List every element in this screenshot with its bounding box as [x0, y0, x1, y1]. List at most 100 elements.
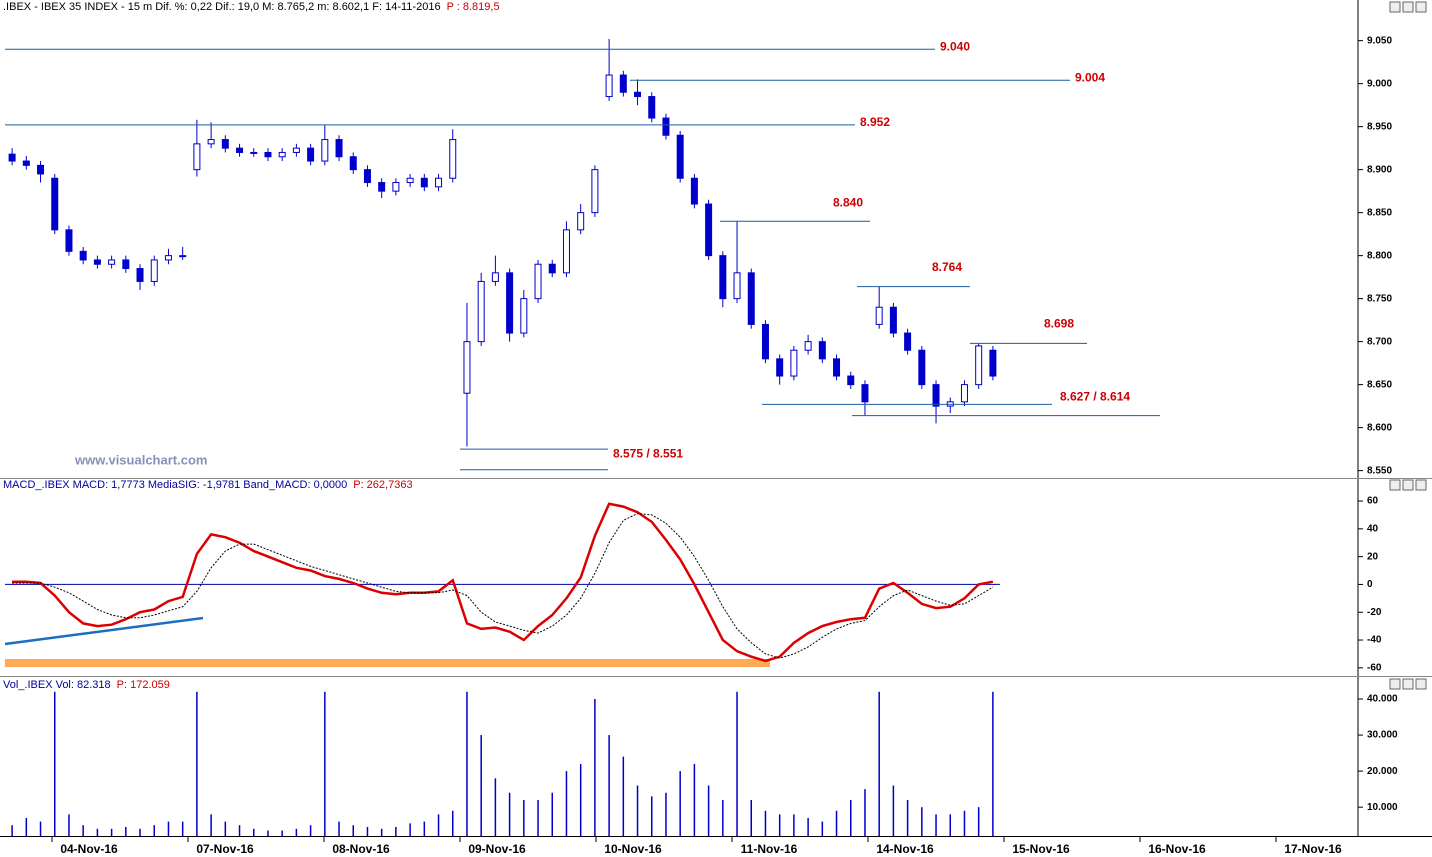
candle-body [193, 143, 201, 171]
candle-body [705, 203, 713, 257]
candle-body [875, 306, 883, 325]
candle-body [591, 169, 599, 214]
x-tick-label: 04-Nov-16 [60, 842, 118, 856]
volume-bar [878, 691, 880, 836]
volume-bar [295, 828, 298, 836]
volume-bar [238, 825, 241, 836]
y-tick-label: -60 [1367, 662, 1382, 673]
candle-body [833, 358, 841, 377]
trend-line [4, 616, 204, 646]
button[interactable] [1389, 479, 1401, 491]
volume-bar [11, 825, 13, 836]
volume-bar [679, 771, 681, 836]
volume-bar [466, 691, 468, 836]
candle-body [8, 153, 16, 162]
y-tick-label: 8.800 [1367, 250, 1392, 261]
candle-body [307, 147, 315, 162]
candle-body [904, 332, 912, 351]
level-label: 9.040 [940, 39, 970, 53]
candle-body [619, 74, 627, 93]
x-tick-label: 11-Nov-16 [741, 842, 798, 856]
x-tick-label: 17-Nov-16 [1284, 842, 1342, 856]
button[interactable] [1402, 479, 1414, 491]
price-title-extra: P : 8.819,5 [447, 1, 500, 13]
volume-bar [125, 826, 127, 836]
volume-bar [594, 699, 596, 836]
y-tick-label: 8.900 [1367, 164, 1392, 175]
y-tick-label: 20.000 [1367, 766, 1398, 777]
candle-body [349, 156, 357, 171]
level-label: 8.952 [860, 115, 890, 129]
volume-bar [835, 810, 838, 836]
window-buttons [1389, 1, 1427, 690]
volume-bar [906, 799, 909, 836]
volume-bar [977, 807, 980, 836]
candle-body [847, 375, 855, 386]
volume-bar [423, 821, 426, 836]
candle-body [122, 259, 130, 270]
candle-body [662, 117, 670, 136]
button[interactable] [1389, 1, 1401, 13]
volume-bar [54, 691, 56, 836]
button[interactable] [1415, 1, 1427, 13]
candle-body [548, 263, 556, 274]
x-tick-label: 10-Nov-16 [604, 842, 662, 856]
volume-bar [153, 825, 155, 836]
candle-body [321, 139, 329, 162]
x-tick-label: 16-Nov-16 [1148, 842, 1206, 856]
macd-title-extra: P: 262,7363 [353, 479, 412, 491]
candle-body [747, 272, 755, 325]
candle-body [65, 229, 73, 252]
candle-body [164, 255, 172, 261]
x-tick-label: 08-Nov-16 [332, 842, 390, 856]
y-tick-label: 40 [1367, 523, 1379, 534]
candle-body [889, 306, 897, 334]
volume-bar [949, 814, 951, 836]
y-tick-label: 20 [1367, 551, 1379, 562]
level-label: 8.840 [833, 195, 863, 209]
volume-bar [736, 691, 738, 836]
candle-body [420, 177, 428, 188]
volume-bar [352, 825, 354, 836]
y-tick-label: 9.000 [1367, 78, 1392, 89]
button[interactable] [1415, 479, 1427, 491]
candle-body [449, 139, 457, 179]
volume-bar [309, 825, 312, 836]
candle-body [392, 182, 400, 192]
volume-bar [636, 785, 639, 836]
volume-bar [253, 828, 255, 836]
level-label: 8.627 / 8.614 [1060, 390, 1130, 404]
macd-line [12, 512, 994, 659]
level-label: 8.575 / 8.551 [613, 446, 683, 460]
candle-body [37, 164, 45, 175]
y-tick-label: -20 [1367, 607, 1382, 618]
candle-body [136, 268, 144, 282]
volume-bar [267, 830, 269, 836]
candle-body [918, 349, 926, 386]
candle-body [960, 384, 968, 403]
candle-body [108, 259, 116, 265]
x-tick-label: 07-Nov-16 [196, 842, 254, 856]
button[interactable] [1415, 678, 1427, 690]
volume-bar [437, 814, 440, 836]
volume-bar [167, 821, 170, 836]
volume-bar [778, 814, 781, 836]
candle-body [378, 182, 386, 192]
candle-body [278, 151, 286, 158]
candle-body [818, 341, 826, 360]
y-tick-label: 30.000 [1367, 730, 1398, 741]
candle-body [932, 384, 940, 407]
candle-body [676, 134, 684, 179]
button[interactable] [1389, 678, 1401, 690]
candle-body [463, 341, 471, 394]
price-title: .IBEX - IBEX 35 INDEX - 15 m Dif. %: 0,2… [3, 1, 441, 13]
volume-bar [366, 826, 369, 836]
x-tick-label: 14-Nov-16 [876, 842, 934, 856]
button[interactable] [1402, 1, 1414, 13]
level-label: 9.004 [1075, 70, 1105, 84]
candle-body [236, 147, 244, 153]
volume-bar [608, 735, 610, 836]
candle-body [605, 74, 613, 98]
button[interactable] [1402, 678, 1414, 690]
